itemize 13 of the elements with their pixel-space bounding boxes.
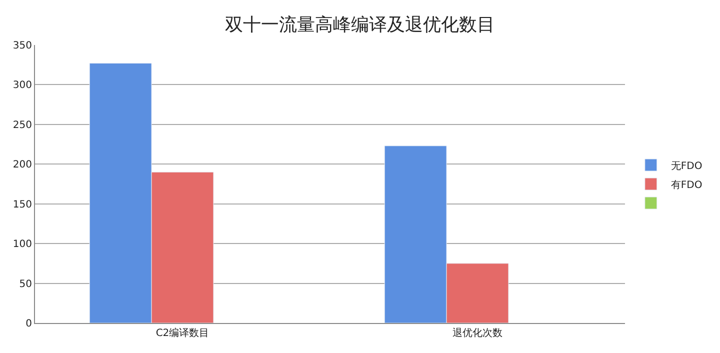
y-tick-label: 350 [12,40,32,52]
y-tick-label: 0 [26,318,32,330]
y-tick-label: 150 [12,199,32,210]
x-tick-label: 退优化次数 [452,327,502,339]
x-tick-label: C2编译数目 [156,327,210,339]
y-tick-label: 250 [12,120,32,131]
y-tick-label: 50 [19,278,32,290]
chart-title: 双十一流量高峰编译及退优化数目 [225,14,495,36]
legend-label: 有FDO [670,178,702,191]
legend-label: 无FDO [670,160,702,172]
y-tick-label: 300 [12,80,32,92]
y-tick-label: 100 [12,239,32,250]
y-tick-label: 200 [12,160,32,171]
